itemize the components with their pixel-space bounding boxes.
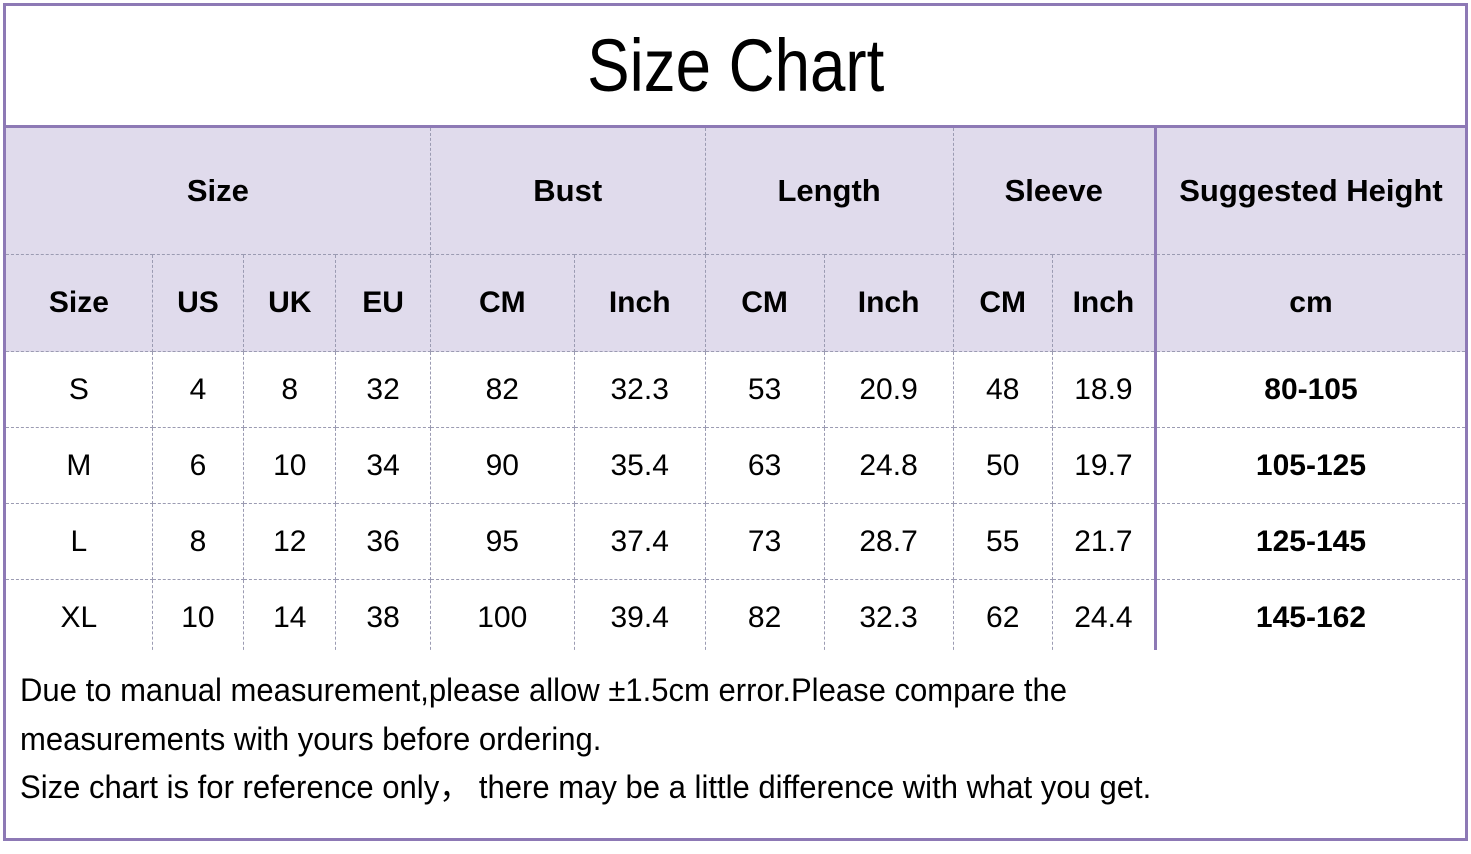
cell-suggested-height: 125-145 [1153, 503, 1465, 580]
cell-size: M [6, 427, 153, 504]
cell-length-inch: 24.8 [823, 427, 954, 504]
cell-length-inch: 20.9 [823, 351, 954, 428]
cell-eu: 36 [335, 503, 431, 580]
title-band: Size Chart [6, 6, 1465, 128]
cell-size: S [6, 351, 153, 428]
cell-uk: 8 [243, 351, 337, 428]
table-row: XL 10 14 38 100 39.4 82 32.3 62 24.4 145… [6, 579, 1465, 655]
sub-header-row: Size US UK EU CM Inch CM Inch CM Inch cm [6, 254, 1465, 352]
cell-sleeve-inch: 24.4 [1051, 579, 1156, 655]
cell-bust-cm: 95 [429, 503, 575, 580]
cell-uk: 12 [243, 503, 337, 580]
cell-suggested-height: 145-162 [1153, 579, 1465, 655]
cell-bust-inch: 39.4 [573, 579, 706, 655]
cell-sleeve-cm: 62 [952, 579, 1053, 655]
group-header-sleeve: Sleeve [952, 128, 1156, 255]
cell-bust-inch: 32.3 [573, 351, 706, 428]
cell-suggested-height: 105-125 [1153, 427, 1465, 504]
cell-us: 4 [151, 351, 245, 428]
group-header-length: Length [704, 128, 954, 255]
cell-bust-cm: 100 [429, 579, 575, 655]
sub-header-length-cm: CM [704, 254, 825, 352]
page-title: Size Chart [586, 23, 885, 107]
cell-us: 6 [151, 427, 245, 504]
cell-size: XL [6, 579, 153, 655]
cell-bust-cm: 90 [429, 427, 575, 504]
sub-header-height-cm: cm [1153, 254, 1465, 352]
cell-bust-inch: 35.4 [573, 427, 706, 504]
sub-header-uk: UK [243, 254, 337, 352]
group-header-bust: Bust [429, 128, 706, 255]
cell-length-cm: 53 [704, 351, 825, 428]
cell-eu: 38 [335, 579, 431, 655]
cell-sleeve-inch: 19.7 [1051, 427, 1156, 504]
sub-header-bust-cm: CM [429, 254, 575, 352]
note-line-2: measurements with yours before ordering. [20, 720, 602, 757]
sub-header-eu: EU [335, 254, 431, 352]
cell-length-cm: 63 [704, 427, 825, 504]
group-header-suggested-height: Suggested Height [1153, 128, 1465, 255]
sub-header-bust-inch: Inch [573, 254, 706, 352]
cell-length-inch: 32.3 [823, 579, 954, 655]
note-line-3: Size chart is for reference only， there … [20, 769, 1152, 806]
size-table-container: Size Bust Length Sleeve Suggested Height… [6, 128, 1465, 655]
cell-size: L [6, 503, 153, 580]
note-line-1: Due to manual measurement,please allow ±… [20, 672, 1068, 708]
cell-eu: 34 [335, 427, 431, 504]
cell-length-inch: 28.7 [823, 503, 954, 580]
table-row: M 6 10 34 90 35.4 63 24.8 50 19.7 105-12… [6, 427, 1465, 504]
disclaimer-note: Due to manual measurement,please allow ±… [6, 650, 1465, 838]
table-row: L 8 12 36 95 37.4 73 28.7 55 21.7 125-14… [6, 503, 1465, 580]
cell-sleeve-inch: 21.7 [1051, 503, 1156, 580]
group-header-row: Size Bust Length Sleeve Suggested Height [6, 128, 1465, 255]
cell-sleeve-cm: 50 [952, 427, 1053, 504]
cell-us: 10 [151, 579, 245, 655]
table-row: S 4 8 32 82 32.3 53 20.9 48 18.9 80-105 [6, 351, 1465, 428]
sub-header-size: Size [6, 254, 153, 352]
cell-length-cm: 73 [704, 503, 825, 580]
cell-uk: 14 [243, 579, 337, 655]
cell-sleeve-inch: 18.9 [1051, 351, 1156, 428]
sub-header-sleeve-inch: Inch [1051, 254, 1156, 352]
sub-header-length-inch: Inch [823, 254, 954, 352]
cell-sleeve-cm: 55 [952, 503, 1053, 580]
cell-uk: 10 [243, 427, 337, 504]
cell-bust-cm: 82 [429, 351, 575, 428]
table-header: Size Bust Length Sleeve Suggested Height… [6, 128, 1465, 352]
sub-header-us: US [151, 254, 245, 352]
cell-length-cm: 82 [704, 579, 825, 655]
cell-bust-inch: 37.4 [573, 503, 706, 580]
cell-eu: 32 [335, 351, 431, 428]
cell-us: 8 [151, 503, 245, 580]
cell-sleeve-cm: 48 [952, 351, 1053, 428]
group-header-size: Size [6, 128, 431, 255]
chart-frame: Size Chart [3, 3, 1468, 841]
size-table: Size Bust Length Sleeve Suggested Height… [6, 128, 1465, 655]
table-body: S 4 8 32 82 32.3 53 20.9 48 18.9 80-105 … [6, 351, 1465, 655]
cell-suggested-height: 80-105 [1153, 351, 1465, 428]
sub-header-sleeve-cm: CM [952, 254, 1053, 352]
